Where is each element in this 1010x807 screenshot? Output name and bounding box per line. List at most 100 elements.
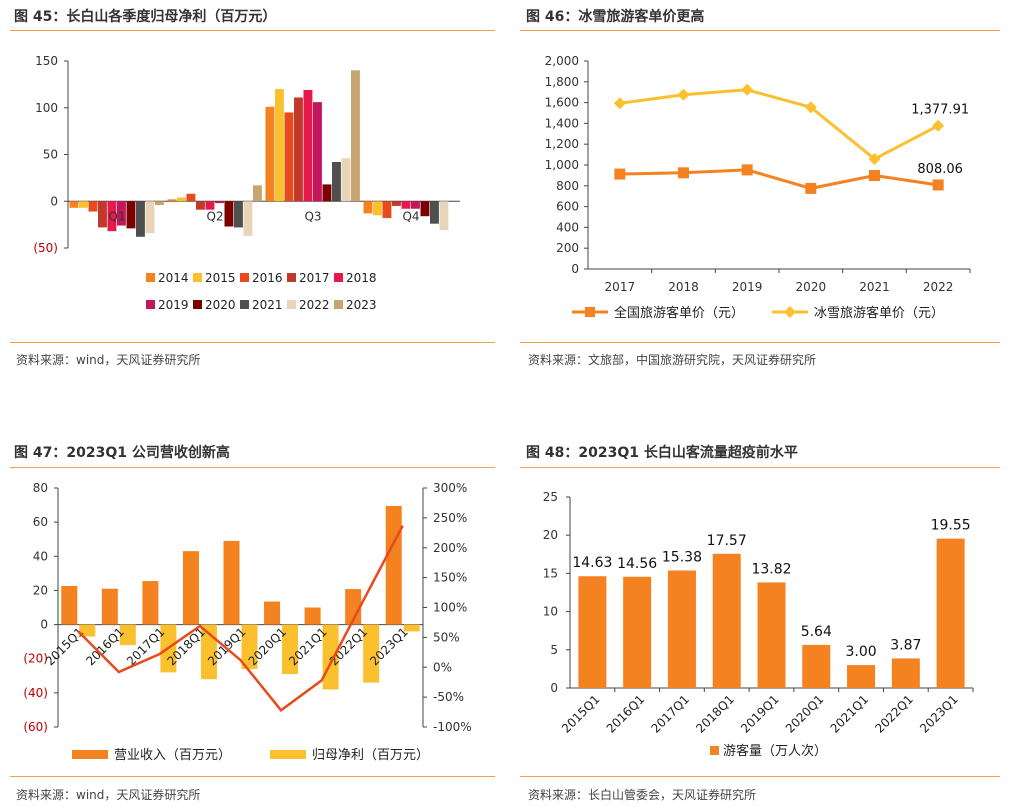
bar-revenue xyxy=(142,581,159,625)
legend-label: 2014 xyxy=(158,271,189,285)
x-tick-label: 2022Q1 xyxy=(872,692,916,736)
fig47-panel: 图 47：2023Q1 公司营收创新高 (60) (40) (20) 0 20 40 60 8… xyxy=(10,438,495,807)
point-marker xyxy=(868,152,881,165)
point-marker xyxy=(932,179,944,191)
bar xyxy=(667,570,696,688)
legend-swatch xyxy=(240,273,249,282)
point-marker xyxy=(932,119,945,132)
point-marker xyxy=(677,88,690,101)
legend-swatch xyxy=(334,273,343,282)
legend-label: 2018 xyxy=(346,271,377,285)
y-tick-label: 0 xyxy=(40,618,48,632)
y-tick-label: 25 xyxy=(543,490,558,504)
data-label: 808.06 xyxy=(917,162,963,177)
fig46-title-rule xyxy=(520,30,1000,31)
y2-tick-label: -50% xyxy=(433,690,464,704)
legend-label: 2017 xyxy=(299,271,330,285)
x-tick-label: 2021Q1 xyxy=(828,692,872,736)
legend-label: 2020 xyxy=(205,298,236,312)
legend-swatch xyxy=(146,273,155,282)
y-tick-label: 1,000 xyxy=(545,158,579,172)
y2-tick-label: 300% xyxy=(433,481,467,495)
bar xyxy=(79,201,88,208)
bar xyxy=(284,112,294,202)
y-tick-label: 50 xyxy=(43,148,58,162)
point-marker xyxy=(678,167,689,179)
point-marker xyxy=(741,164,753,176)
legend-swatch xyxy=(193,300,202,309)
y2-tick-label: 0% xyxy=(433,660,452,674)
bar xyxy=(373,201,382,216)
bar xyxy=(420,201,430,217)
data-label: 13.82 xyxy=(751,561,791,577)
bar xyxy=(243,201,253,236)
bar xyxy=(98,201,107,228)
y-tick-label: 1,600 xyxy=(545,96,579,110)
data-label: 5.64 xyxy=(801,624,832,640)
fig45-panel: 图 45：长白山各季度归母净利（百万元） (50) 0 50 100 150 Q1 Q2 Q3… xyxy=(10,0,495,380)
data-label: 17.57 xyxy=(707,533,747,549)
bar xyxy=(430,201,439,224)
y-tick-label: 1,800 xyxy=(545,75,579,89)
legend-label: 2023 xyxy=(346,298,377,312)
y-tick-label: 0 xyxy=(50,194,58,208)
bar xyxy=(117,201,126,226)
fig47-source-rule xyxy=(10,776,495,777)
series-line xyxy=(619,168,939,190)
legend-swatch xyxy=(710,746,719,755)
legend-label: 2022 xyxy=(299,298,330,312)
bar xyxy=(136,201,145,237)
bar xyxy=(891,658,920,688)
legend-swatch xyxy=(240,300,249,309)
data-label: 14.63 xyxy=(572,555,612,571)
y-tick-label: 100 xyxy=(35,101,58,115)
x-tick-label: 2015Q1 xyxy=(559,692,603,736)
fig46-source: 资料来源：文旅部，中国旅游研究院，天风证券研究所 xyxy=(528,353,817,367)
bar-revenue xyxy=(223,540,240,625)
y-tick-label: (50) xyxy=(33,241,58,255)
bar xyxy=(215,201,224,204)
bar xyxy=(623,576,652,688)
data-label: 3.00 xyxy=(845,644,876,660)
bar-net-profit xyxy=(363,624,380,683)
data-label: 15.38 xyxy=(662,549,702,565)
bar xyxy=(411,201,420,209)
data-label: 19.55 xyxy=(931,518,971,534)
bar xyxy=(167,199,177,202)
point-marker xyxy=(869,170,880,182)
bar-revenue xyxy=(345,589,362,625)
y2-tick-label: 100% xyxy=(433,601,467,615)
bar-revenue xyxy=(61,585,78,625)
fig46-title: 图 46：冰雪旅游客单价更高 xyxy=(526,9,705,25)
bar xyxy=(382,201,392,219)
fig45-title: 图 45：长白山各季度归母净利（百万元） xyxy=(14,9,277,25)
x-tick-label: 2019Q1 xyxy=(738,692,782,736)
fig48-chart: 0 5 10 15 20 25 14.63 2015Q1 14.56 2016Q1 15.38 201… xyxy=(543,490,974,759)
y2-tick-label: 250% xyxy=(433,511,467,525)
bar xyxy=(155,201,164,205)
bar xyxy=(196,201,205,210)
y-tick-label: 200 xyxy=(556,241,579,255)
bar xyxy=(145,201,155,234)
legend-label: 归母净利（百万元） xyxy=(312,748,429,763)
bar xyxy=(205,201,215,210)
data-label: 14.56 xyxy=(617,556,657,572)
data-label: 3.87 xyxy=(890,637,921,653)
bar xyxy=(401,201,411,209)
bar-revenue xyxy=(101,588,118,625)
bar-net-profit xyxy=(403,624,420,632)
bar xyxy=(341,158,351,202)
bar xyxy=(802,644,831,688)
bar xyxy=(847,665,876,688)
point-marker xyxy=(804,101,817,114)
bar xyxy=(275,89,284,202)
legend-swatch xyxy=(193,273,202,282)
bar xyxy=(936,538,965,688)
legend-marker xyxy=(784,306,796,318)
fig48-title-rule xyxy=(520,467,1000,468)
bar xyxy=(177,197,186,202)
legend-label: 2015 xyxy=(205,271,236,285)
legend-label: 2016 xyxy=(252,271,283,285)
data-label: 1,377.91 xyxy=(911,103,969,118)
legend-swatch xyxy=(270,750,306,759)
